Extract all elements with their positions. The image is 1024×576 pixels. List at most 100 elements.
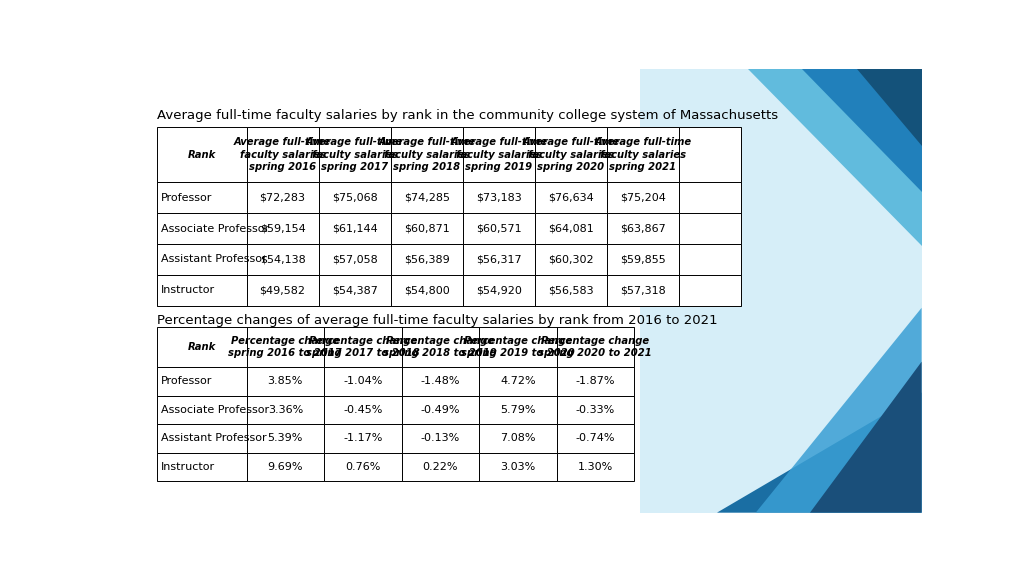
Bar — [391, 213, 463, 244]
Bar — [158, 396, 247, 424]
Bar — [607, 213, 679, 244]
Bar — [247, 183, 318, 213]
Text: Rank: Rank — [187, 150, 216, 160]
Bar — [479, 453, 557, 481]
Bar — [463, 213, 535, 244]
Bar — [679, 213, 741, 244]
Text: $60,571: $60,571 — [476, 223, 521, 233]
Bar — [324, 327, 401, 367]
Bar — [247, 127, 318, 183]
Text: 3.85%: 3.85% — [267, 376, 303, 386]
Bar — [318, 275, 391, 305]
Text: $63,867: $63,867 — [621, 223, 666, 233]
Text: Average full-time
faculty salaries
spring 2016: Average full-time faculty salaries sprin… — [234, 137, 331, 172]
Text: Professor: Professor — [162, 193, 213, 203]
Bar — [479, 396, 557, 424]
Text: -0.49%: -0.49% — [421, 405, 460, 415]
Text: $57,058: $57,058 — [332, 255, 378, 264]
Bar — [247, 244, 318, 275]
Text: $56,583: $56,583 — [548, 285, 594, 295]
Text: 4.72%: 4.72% — [500, 376, 536, 386]
Bar — [247, 213, 318, 244]
Text: $54,138: $54,138 — [260, 255, 305, 264]
Bar — [679, 127, 741, 183]
Text: $56,389: $56,389 — [403, 255, 450, 264]
Polygon shape — [640, 69, 922, 513]
Bar — [158, 367, 247, 396]
Bar — [463, 244, 535, 275]
Text: 1.30%: 1.30% — [578, 462, 613, 472]
Bar — [463, 127, 535, 183]
Text: $64,081: $64,081 — [548, 223, 594, 233]
Bar — [324, 396, 401, 424]
Bar — [401, 396, 479, 424]
Text: $76,634: $76,634 — [548, 193, 594, 203]
Text: Percentage change
spring 2019 to 2020: Percentage change spring 2019 to 2020 — [461, 336, 574, 358]
Text: -0.13%: -0.13% — [421, 433, 460, 444]
Bar — [463, 183, 535, 213]
Bar — [479, 424, 557, 453]
Bar — [463, 275, 535, 305]
Text: 9.69%: 9.69% — [267, 462, 303, 472]
Polygon shape — [748, 69, 922, 246]
Bar — [158, 327, 247, 367]
Text: 3.36%: 3.36% — [267, 405, 303, 415]
Text: $60,302: $60,302 — [548, 255, 594, 264]
Bar — [324, 424, 401, 453]
Polygon shape — [802, 69, 922, 192]
Text: $61,144: $61,144 — [332, 223, 378, 233]
Polygon shape — [856, 69, 922, 146]
Bar — [479, 327, 557, 367]
Polygon shape — [756, 308, 922, 513]
Bar — [318, 244, 391, 275]
Text: $54,800: $54,800 — [403, 285, 450, 295]
Bar — [535, 183, 607, 213]
Text: 3.03%: 3.03% — [500, 462, 536, 472]
Bar — [391, 127, 463, 183]
Text: -1.17%: -1.17% — [343, 433, 383, 444]
Bar — [535, 213, 607, 244]
Text: -0.74%: -0.74% — [575, 433, 615, 444]
Text: Percentage changes of average full-time faculty salaries by rank from 2016 to 20: Percentage changes of average full-time … — [158, 314, 718, 327]
Bar — [247, 424, 324, 453]
Bar — [324, 367, 401, 396]
Bar — [401, 327, 479, 367]
Bar — [557, 453, 634, 481]
Text: $73,183: $73,183 — [476, 193, 521, 203]
Text: Average full-time
faculty salaries
spring 2019: Average full-time faculty salaries sprin… — [451, 137, 548, 172]
Text: $57,318: $57,318 — [621, 285, 666, 295]
Text: Rank: Rank — [187, 342, 216, 352]
Bar — [247, 453, 324, 481]
Text: $60,871: $60,871 — [403, 223, 450, 233]
Bar — [607, 275, 679, 305]
Text: Professor: Professor — [162, 376, 213, 386]
Bar — [158, 127, 247, 183]
Text: Instructor: Instructor — [162, 285, 215, 295]
Bar — [391, 183, 463, 213]
Text: Average full-time
faculty salaries
spring 2017: Average full-time faculty salaries sprin… — [306, 137, 403, 172]
Bar — [158, 183, 247, 213]
Text: $75,068: $75,068 — [332, 193, 378, 203]
Text: $49,582: $49,582 — [260, 285, 305, 295]
Bar — [479, 367, 557, 396]
Bar — [391, 244, 463, 275]
Text: $56,317: $56,317 — [476, 255, 521, 264]
Bar — [158, 424, 247, 453]
Bar — [318, 213, 391, 244]
Text: -0.33%: -0.33% — [575, 405, 615, 415]
Bar — [535, 275, 607, 305]
Text: Assistant Professor: Assistant Professor — [162, 433, 267, 444]
Bar — [679, 244, 741, 275]
Text: Assistant Professor: Assistant Professor — [162, 255, 267, 264]
Bar — [247, 327, 324, 367]
Bar — [401, 424, 479, 453]
Bar — [247, 275, 318, 305]
Bar — [318, 183, 391, 213]
Polygon shape — [810, 362, 922, 513]
Bar — [324, 453, 401, 481]
Bar — [535, 127, 607, 183]
Bar — [158, 244, 247, 275]
Bar — [247, 367, 324, 396]
Text: 0.22%: 0.22% — [423, 462, 458, 472]
Text: Percentage change
spring 2020 to 2021: Percentage change spring 2020 to 2021 — [539, 336, 652, 358]
